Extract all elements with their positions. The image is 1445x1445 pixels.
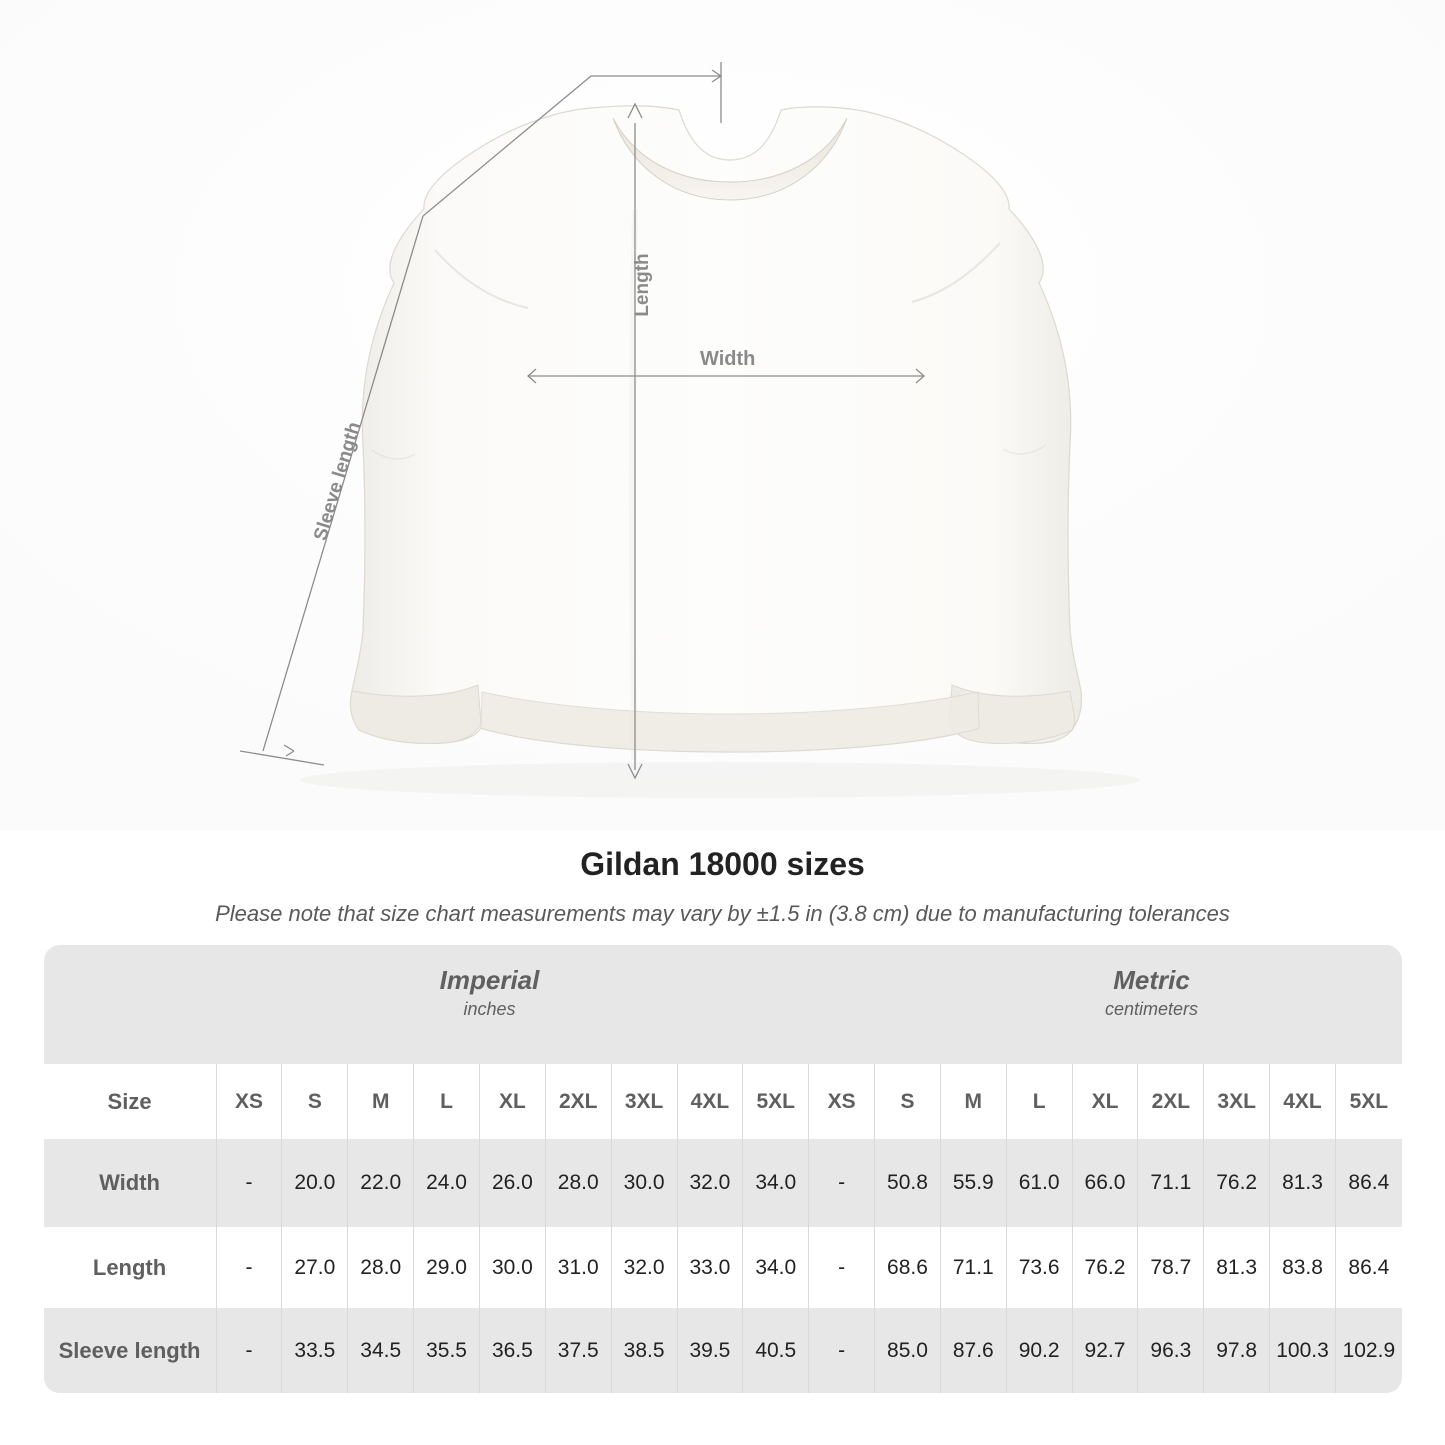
svg-text:Width: Width: [700, 348, 755, 370]
svg-text:Length: Length: [632, 253, 653, 316]
